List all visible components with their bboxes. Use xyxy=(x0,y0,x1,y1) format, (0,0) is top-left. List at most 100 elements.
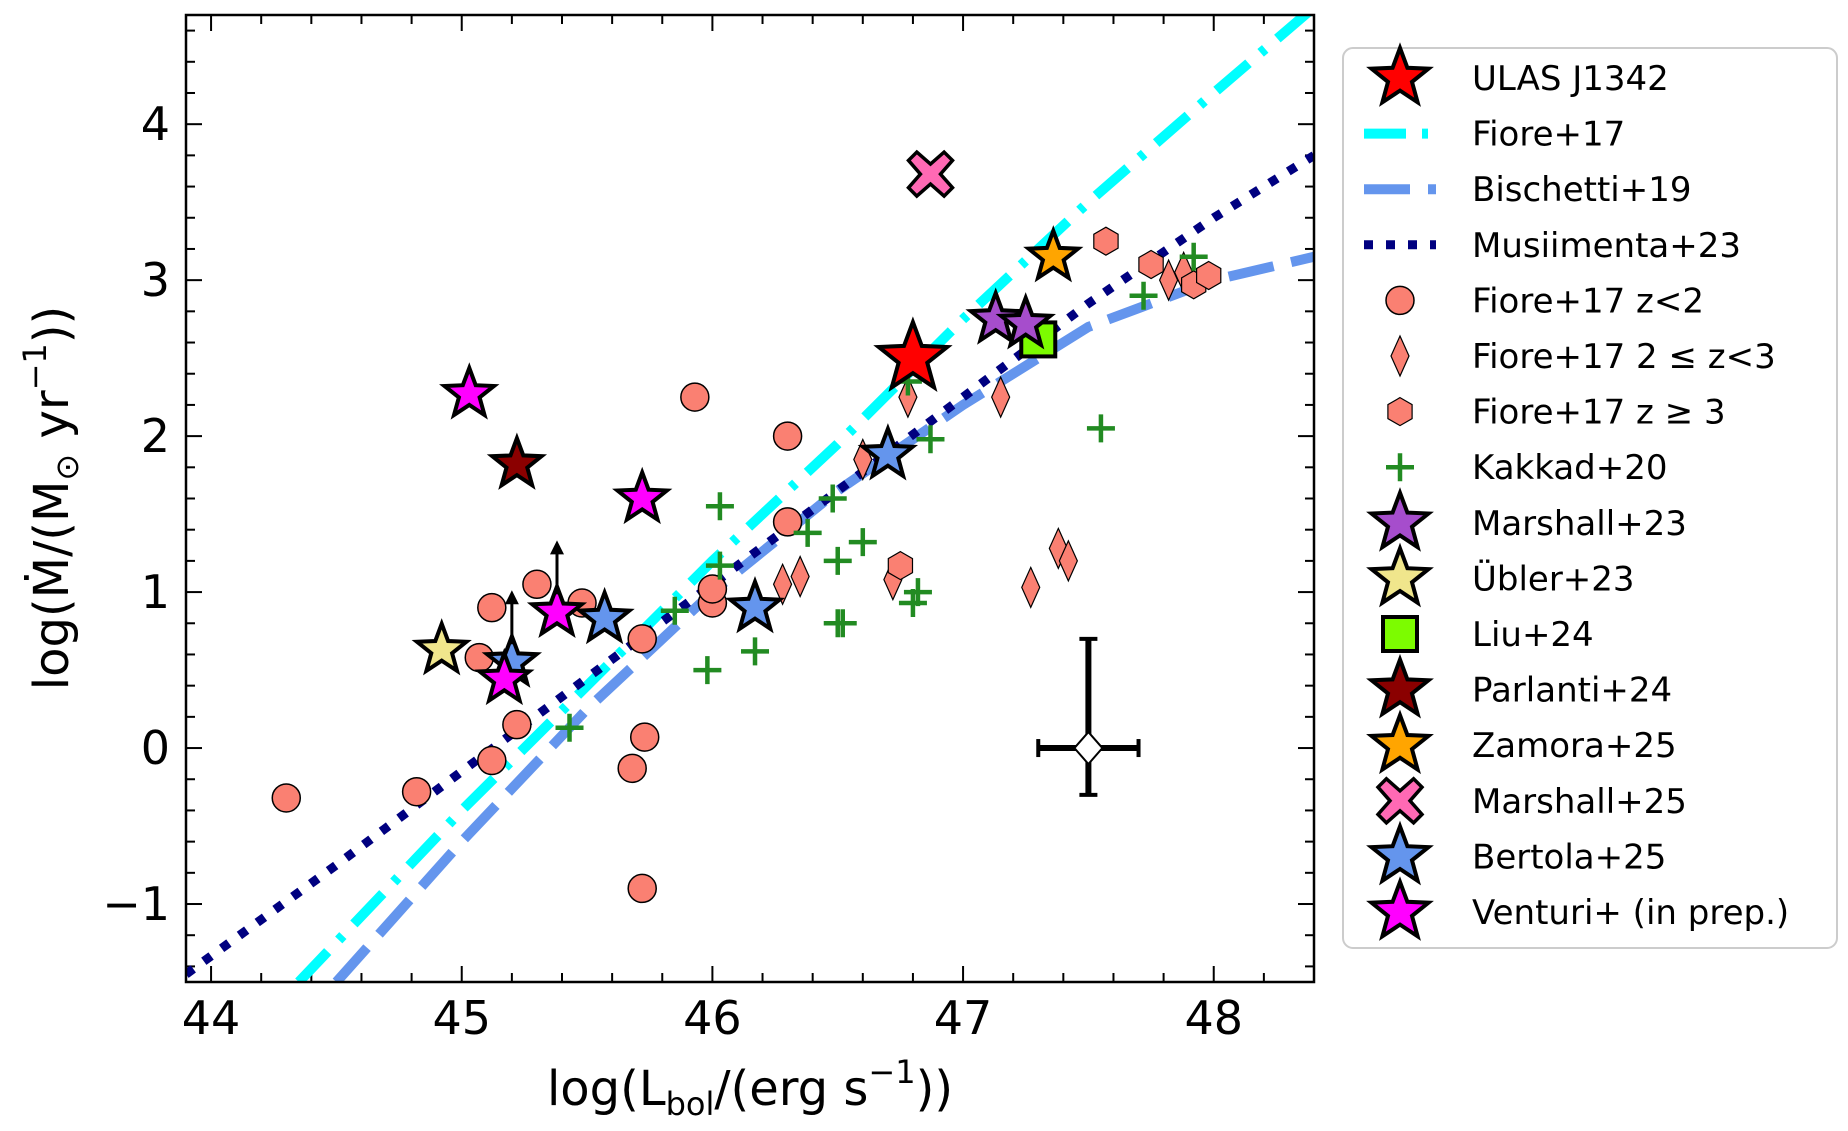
legend-label: Kakkad+20 xyxy=(1472,448,1667,488)
legend-handle-parlanti-24 xyxy=(1366,653,1434,719)
point-venturi-in-prep xyxy=(526,580,588,639)
point-fiore-17-2-z-3 xyxy=(991,375,1011,419)
line-bischetti-19 xyxy=(332,251,1314,982)
legend-item-kakkad-20: Kakkad+20 xyxy=(1386,448,1667,488)
legend-item-marshall-25: Marshall+25 xyxy=(1375,776,1687,826)
point-fiore-17-z-3 xyxy=(1195,260,1222,291)
point-fiore-17-z-2 xyxy=(271,783,302,813)
point-kakkad-20 xyxy=(555,713,584,742)
point-kakkad-20 xyxy=(828,609,857,638)
point-fiore-17-2-z-3 xyxy=(790,555,810,598)
point-kakkad-20 xyxy=(1179,242,1208,271)
point-kakkad-20 xyxy=(1086,414,1115,443)
legend-item-bischetti-19: Bischetti+19 xyxy=(1364,170,1692,210)
point-bertola-25 xyxy=(857,423,919,481)
point-kakkad-20 xyxy=(848,528,877,557)
legend-handle-bertola-25 xyxy=(1366,820,1434,886)
point-fiore-17-z-2 xyxy=(477,745,507,776)
point-fiore-17-z-3 xyxy=(1138,249,1164,280)
legend-label: Musiimenta+23 xyxy=(1472,226,1741,266)
point-fiore-17-z-2 xyxy=(477,592,507,623)
point-fiore-17-z-2 xyxy=(522,569,552,600)
legend-handle-ulas-j1342 xyxy=(1366,42,1434,107)
point-venturi-in-prep xyxy=(612,466,673,525)
y-tick-label: −1 xyxy=(102,877,170,931)
legend-item-fiore-17-z-3: Fiore+17 z ≥ 3 xyxy=(1387,393,1726,433)
point-kakkad-20 xyxy=(660,596,689,625)
legend-handle-liu-24 xyxy=(1381,615,1419,653)
point-kakkad-20 xyxy=(823,546,852,575)
legend-item-marshall-23: Marshall+23 xyxy=(1366,487,1687,552)
legend-item-musiimenta-23: Musiimenta+23 xyxy=(1364,226,1741,266)
point-fiore-17-2-z-3 xyxy=(898,375,918,419)
line-musiimenta-23 xyxy=(186,151,1314,978)
legend-item-ulas-j1342: ULAS J1342 xyxy=(1366,42,1669,107)
x-tick-label: 44 xyxy=(182,991,241,1045)
data-points xyxy=(271,149,1222,904)
relation-lines xyxy=(186,15,1314,982)
legend-handle-marshall-25 xyxy=(1375,776,1425,826)
y-axis-label-close: )) xyxy=(24,306,80,343)
point-kakkad-20 xyxy=(693,656,722,685)
legend-handle-bler-23 xyxy=(1366,542,1434,608)
legend-handle-fiore-17-2-z-3 xyxy=(1390,334,1410,378)
x-axis-label-units: /(erg s xyxy=(714,1061,868,1117)
point-marshall-25 xyxy=(906,149,955,199)
legend-label: Liu+24 xyxy=(1472,615,1594,655)
legend-label: Bertola+25 xyxy=(1472,837,1666,877)
point-fiore-17-z-2 xyxy=(502,709,532,740)
point-fiore-17-z-2 xyxy=(680,382,710,412)
point-kakkad-20 xyxy=(1129,281,1158,310)
legend-label: Fiore+17 2 ≤ z<3 xyxy=(1472,337,1776,377)
legend-item-fiore-17-2-z-3: Fiore+17 2 ≤ z<3 xyxy=(1390,334,1776,378)
point-zamora-25 xyxy=(1023,225,1084,283)
point-ulas-j1342 xyxy=(873,316,953,392)
line-fiore-17 xyxy=(295,15,1313,982)
y-axis-label-sup: −1 xyxy=(16,343,54,390)
y-axis-label-sub: ⊙ xyxy=(48,454,86,481)
legend-label: Zamora+25 xyxy=(1472,726,1677,766)
x-tick-label: 45 xyxy=(432,991,491,1045)
point-bler-23 xyxy=(411,618,472,676)
x-tick-label: 46 xyxy=(683,991,742,1045)
legend-handle-marshall-23 xyxy=(1366,487,1434,552)
axis-ticks xyxy=(186,15,1315,982)
point-kakkad-20 xyxy=(916,425,945,454)
legend-item-venturi-in-prep: Venturi+ (in prep.) xyxy=(1366,876,1789,941)
x-tick-label: 47 xyxy=(934,991,993,1045)
legend-item-bler-23: Übler+23 xyxy=(1366,542,1635,608)
point-parlanti-24 xyxy=(486,432,548,490)
legend-label: Marshall+23 xyxy=(1472,504,1687,544)
y-axis-label-units: yr xyxy=(24,390,80,454)
y-tick-label: 0 xyxy=(141,721,170,775)
x-axis-label: log(Lbol/(erg s−1)) xyxy=(547,1053,953,1123)
x-axis-label-sup: −1 xyxy=(868,1053,915,1091)
legend-label: Bischetti+19 xyxy=(1472,170,1692,210)
legend-handle-kakkad-20 xyxy=(1386,453,1414,482)
point-marshall-23 xyxy=(995,292,1056,350)
y-tick-label: 4 xyxy=(141,97,170,151)
legend-label: Parlanti+24 xyxy=(1472,671,1672,711)
point-fiore-17-z-3 xyxy=(1093,226,1119,256)
point-fiore-17-z-2 xyxy=(617,753,647,784)
x-axis-label-sub: bol xyxy=(666,1085,715,1123)
legend-item-fiore-17-z-2: Fiore+17 z<2 xyxy=(1385,281,1704,321)
legend-label: Übler+23 xyxy=(1472,558,1635,599)
legend: ULAS J1342 Fiore+17 Bischetti+19 Musiimenta… xyxy=(1342,42,1838,949)
y-tick-label: 2 xyxy=(141,409,170,463)
legend-box xyxy=(1342,47,1838,949)
legend-label: ULAS J1342 xyxy=(1472,59,1669,99)
point-kakkad-20 xyxy=(793,518,822,547)
x-tick-label: 48 xyxy=(1184,991,1243,1045)
y-tick-label: 3 xyxy=(141,253,170,307)
legend-item-fiore-17: Fiore+17 xyxy=(1364,115,1625,155)
point-fiore-17-2-z-3 xyxy=(772,562,793,606)
point-kakkad-20 xyxy=(741,637,770,666)
point-marshall-23 xyxy=(965,287,1026,345)
point-fiore-17-z-2 xyxy=(697,574,728,604)
point-fiore-17-z-2 xyxy=(627,624,657,654)
point-bertola-25 xyxy=(574,586,635,645)
lower-limit-arrow-head xyxy=(549,540,564,555)
point-venturi-in-prep xyxy=(474,647,535,706)
